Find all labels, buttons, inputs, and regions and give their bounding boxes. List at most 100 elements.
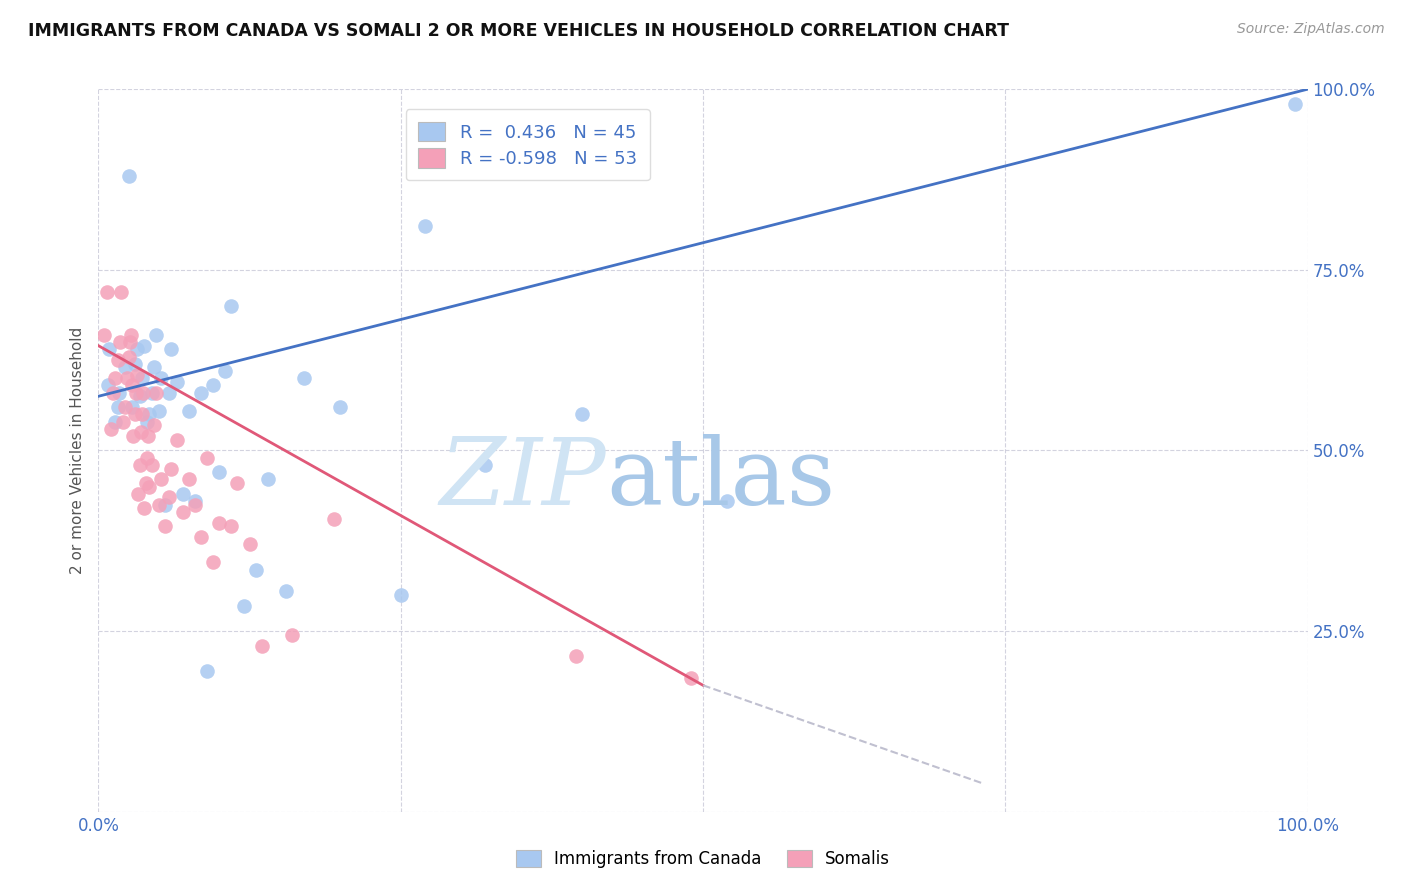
Point (96, 285, 118, 299)
Point (474, 458, 496, 472)
Point (190, 385, 212, 400)
Point (138, 480, 160, 494)
Point (202, 378, 225, 392)
Point (104, 371, 127, 385)
Point (138, 407, 160, 421)
Point (117, 371, 139, 385)
Point (120, 327, 142, 342)
Point (127, 368, 149, 382)
Point (150, 371, 173, 385)
Point (132, 385, 155, 400)
Point (118, 334, 141, 349)
Point (190, 530, 212, 544)
Point (134, 339, 156, 353)
Point (221, 299, 243, 313)
Point (221, 519, 243, 533)
Point (145, 327, 167, 342)
Point (716, 494, 738, 508)
Text: atlas: atlas (606, 434, 835, 524)
Point (135, 450, 157, 465)
Point (214, 364, 236, 378)
Point (413, 219, 436, 234)
Point (125, 385, 148, 400)
Point (145, 385, 167, 400)
Point (114, 400, 136, 414)
Point (121, 400, 143, 414)
Point (124, 357, 146, 371)
Point (172, 505, 194, 519)
Point (148, 498, 170, 512)
Point (172, 487, 194, 501)
Point (107, 353, 129, 368)
Point (143, 418, 166, 433)
Point (256, 472, 278, 486)
Text: ZIP: ZIP (440, 434, 606, 524)
Text: Source: ZipAtlas.com: Source: ZipAtlas.com (1237, 22, 1385, 37)
Point (389, 588, 412, 602)
Point (281, 628, 304, 642)
Point (128, 458, 150, 472)
Point (107, 400, 129, 414)
Point (208, 516, 231, 530)
Point (111, 415, 134, 429)
Point (239, 537, 262, 551)
Point (127, 487, 149, 501)
Point (141, 385, 163, 400)
Point (118, 350, 141, 364)
Point (134, 501, 156, 516)
Point (157, 385, 180, 400)
Point (274, 584, 297, 599)
Point (122, 429, 145, 443)
Point (166, 375, 188, 389)
Point (128, 389, 150, 403)
Point (150, 472, 173, 486)
Point (166, 433, 188, 447)
Point (160, 343, 183, 357)
Point (184, 494, 207, 508)
Legend: Immigrants from Canada, Somalis: Immigrants from Canada, Somalis (509, 843, 897, 875)
Point (157, 491, 180, 505)
Point (131, 371, 153, 385)
Point (195, 664, 218, 678)
Point (124, 407, 146, 421)
Point (1284, 96, 1306, 111)
Point (250, 639, 273, 653)
Point (135, 415, 157, 429)
Point (195, 450, 218, 465)
Point (108, 385, 131, 400)
Point (179, 403, 201, 417)
Point (179, 472, 201, 486)
Point (141, 458, 163, 472)
Point (565, 649, 588, 664)
Point (136, 429, 159, 443)
Point (108, 334, 131, 349)
Text: IMMIGRANTS FROM CANADA VS SOMALI 2 OR MORE VEHICLES IN HOUSEHOLD CORRELATION CHA: IMMIGRANTS FROM CANADA VS SOMALI 2 OR MO… (28, 22, 1010, 40)
Point (153, 498, 176, 512)
Point (118, 169, 141, 183)
Point (110, 285, 132, 299)
Point (329, 400, 352, 414)
Point (202, 556, 225, 570)
Point (114, 360, 136, 375)
Point (135, 475, 157, 490)
Point (679, 671, 702, 685)
Point (148, 403, 170, 417)
Point (127, 343, 149, 357)
Point (104, 415, 127, 429)
Point (98, 343, 121, 357)
Point (131, 407, 153, 421)
Point (143, 360, 166, 375)
Point (232, 599, 254, 613)
Y-axis label: 2 or more Vehicles in Household: 2 or more Vehicles in Household (70, 326, 86, 574)
Point (245, 563, 267, 577)
Point (571, 407, 593, 421)
Point (160, 461, 183, 475)
Point (292, 371, 315, 385)
Point (208, 465, 231, 479)
Point (184, 498, 207, 512)
Point (129, 425, 152, 440)
Point (97, 378, 120, 392)
Point (121, 378, 143, 392)
Point (100, 422, 122, 436)
Point (323, 512, 346, 526)
